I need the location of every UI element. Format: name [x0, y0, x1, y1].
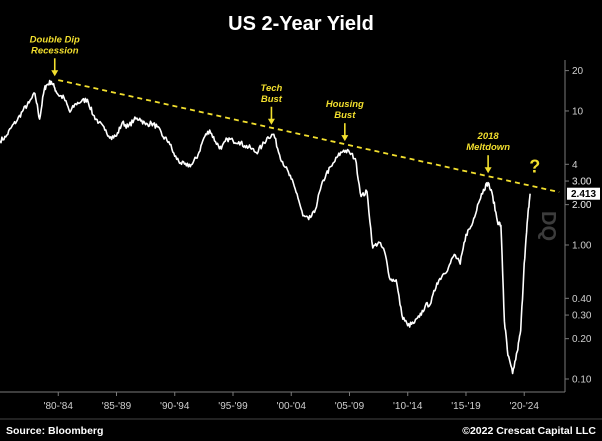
annotation-label: 2018 [477, 131, 500, 142]
x-tick-label: '80-'84 [44, 401, 74, 412]
x-tick-label: '05-'09 [335, 401, 365, 412]
plot-frame [0, 60, 566, 393]
y-tick-label: 4 [572, 160, 578, 171]
watermark-logo: DQ [537, 211, 559, 241]
x-tick-label: '90-'94 [160, 401, 190, 412]
annotation-arrow-head [267, 118, 275, 125]
y-tick-label: 0.30 [572, 311, 592, 322]
resistance-trendline [58, 79, 560, 193]
yield-series-line [0, 79, 531, 375]
y-tick-label: 0.40 [572, 294, 592, 305]
question-mark-annotation: ? [529, 157, 540, 177]
x-tick-label: '10-'14 [393, 401, 423, 412]
current-value-tag [567, 187, 600, 200]
y-tick-label: 20 [572, 66, 584, 77]
y-tick-label: 1.00 [572, 240, 592, 251]
current-value-label: 2.413 [571, 189, 596, 200]
y-axis-ticks: 0.10 0.20 0.30 0.40 1.00 2.00 3.00 4 10 20 [565, 66, 592, 386]
annotation-label: Bust [334, 110, 356, 121]
y-tick-label: 0.20 [572, 334, 592, 345]
x-tick-label: '85-'89 [102, 401, 132, 412]
y-tick-label: 0.10 [572, 375, 592, 386]
source-label: Source: Bloomberg [6, 425, 103, 437]
annotation-label: Bust [261, 94, 283, 105]
annotation-label: Recession [31, 45, 79, 56]
chart-title: US 2-Year Yield [228, 13, 374, 35]
annotation-arrow-head [341, 135, 349, 142]
x-axis-ticks: '80-'84 '85-'89 '90-'94 '95-'99 '00-'04 '05-'… [44, 392, 540, 412]
level-label: 2.00 [572, 200, 592, 211]
annotation-arrow-head [484, 167, 492, 174]
annotation-arrow-head [51, 70, 59, 77]
annotation-label: Housing [326, 99, 364, 110]
annotation-label: Tech [261, 83, 283, 94]
y-tick-label: 10 [572, 106, 584, 117]
x-tick-label: '00-'04 [277, 401, 307, 412]
x-tick-label: '15-'19 [451, 401, 481, 412]
x-tick-label: '95-'99 [218, 401, 248, 412]
trendline-layer [58, 79, 560, 193]
credit-label: ©2022 Crescat Capital LLC [462, 425, 596, 437]
series-layer [0, 79, 531, 375]
x-tick-label: '20-'24 [510, 401, 540, 412]
annotation-label: Double Dip [30, 34, 80, 45]
level-label: 3.00 [572, 177, 592, 188]
y-tick-label: 3.00 [572, 177, 592, 188]
annotation-label: Meltdown [466, 142, 510, 153]
y-tick-label: 2.00 [572, 200, 592, 211]
